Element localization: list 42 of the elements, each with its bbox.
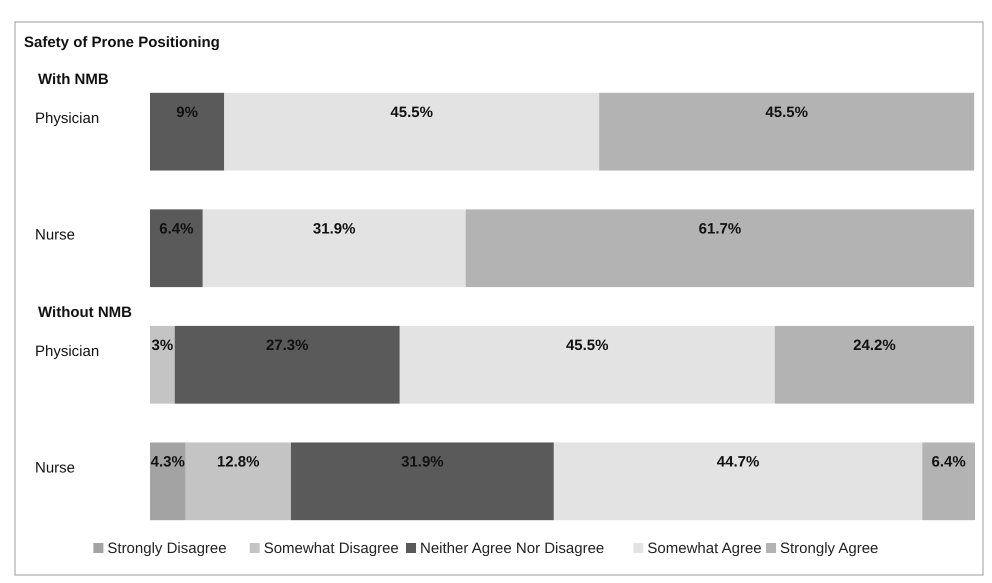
y-tick-label: Physician [35, 342, 100, 360]
data-label: 45.5% [765, 104, 808, 121]
text: Without NMB [38, 304, 132, 321]
chart-title: Safety of Prone Positioning [24, 34, 220, 51]
data-label: 6.4% [159, 220, 194, 238]
legend-label: Somewhat Disagree [264, 540, 399, 557]
data-label: 44.7% [716, 453, 760, 470]
data-label: 12.8% [216, 453, 260, 470]
data-label: 9% [176, 104, 198, 121]
data-label: 31.9% [401, 453, 444, 470]
y-tick-label: Physician [35, 110, 100, 127]
bar [202, 209, 466, 288]
bar [466, 209, 974, 288]
bar [599, 92, 974, 171]
bar [290, 442, 554, 520]
bar [174, 326, 400, 404]
data-label: 27.3% [266, 336, 308, 354]
bar [554, 442, 922, 520]
data-label: 61.7% [698, 220, 742, 238]
data-label: 45.5% [390, 104, 433, 121]
y-tick-label: Nurse [35, 459, 76, 476]
legend-label: Neither Agree Nor Disagree [420, 540, 604, 557]
text: With NMB [38, 70, 109, 88]
data-label: 6.4% [932, 453, 966, 470]
bar [150, 92, 224, 171]
data-label: 31.9% [312, 220, 356, 238]
bar [922, 442, 975, 520]
data-label: 24.2% [853, 336, 896, 354]
bar [774, 326, 974, 404]
bar [150, 442, 186, 520]
bar [400, 326, 775, 404]
bar [224, 92, 600, 171]
data-label: 3% [152, 336, 174, 354]
legend-label: Strongly Agree [780, 540, 878, 557]
bar [185, 442, 291, 520]
data-label: 4.3% [150, 453, 185, 470]
bar [150, 209, 203, 288]
legend-label: Strongly Disagree [107, 540, 227, 557]
y-tick-label: Nurse [35, 226, 76, 244]
legend-label: Somewhat Agree [647, 540, 762, 557]
data-label: 45.5% [566, 336, 608, 354]
bar [150, 326, 175, 404]
